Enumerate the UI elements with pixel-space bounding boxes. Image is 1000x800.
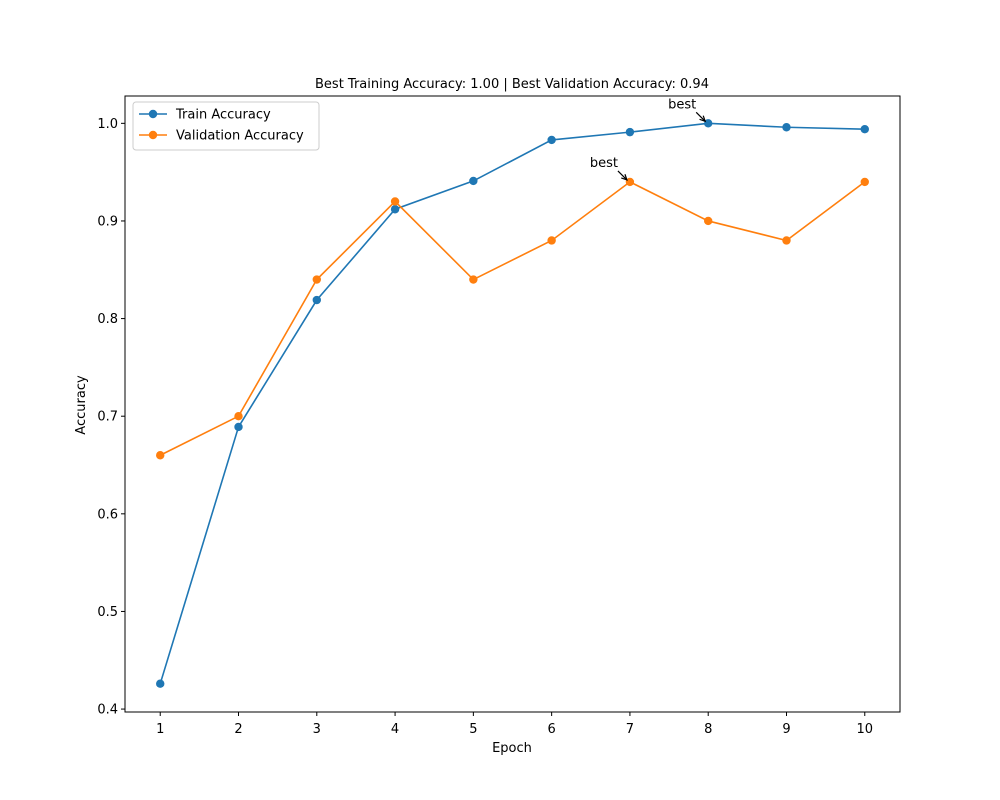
annotation-arrowhead bbox=[699, 115, 707, 123]
data-point bbox=[860, 177, 869, 187]
x-tick-label: 5 bbox=[469, 722, 477, 737]
y-axis-ticks: 0.4 0.5 0.6 0.7 0.8 0.9 1.0 bbox=[97, 117, 125, 718]
y-axis-label: Accuracy bbox=[74, 375, 89, 435]
x-tick-label: 4 bbox=[391, 722, 399, 737]
data-point bbox=[156, 679, 165, 688]
legend: Train Accuracy Validation Accuracy bbox=[132, 101, 320, 151]
x-tick-label: 6 bbox=[548, 722, 556, 737]
plot-frame bbox=[124, 95, 901, 713]
legend-swatch-marker bbox=[148, 130, 158, 140]
x-tick-label: 3 bbox=[313, 722, 321, 737]
data-point bbox=[234, 422, 243, 432]
x-axis-label: Epoch bbox=[492, 741, 532, 756]
data-point bbox=[547, 135, 556, 145]
y-tick-label: 0.8 bbox=[97, 312, 118, 327]
y-tick-label: 0.9 bbox=[97, 214, 118, 229]
series-line bbox=[159, 180, 866, 456]
data-point bbox=[234, 412, 243, 421]
data-point bbox=[704, 216, 713, 226]
data-point bbox=[782, 123, 791, 132]
series-1 bbox=[156, 177, 869, 460]
annotation-label: best bbox=[668, 97, 696, 112]
annotation-arrow bbox=[617, 170, 628, 181]
annotation-layer: best best bbox=[590, 97, 707, 181]
legend-box bbox=[132, 101, 320, 151]
y-tick-label: 0.4 bbox=[97, 703, 118, 718]
y-tick-label: 1.0 bbox=[97, 117, 118, 132]
data-point bbox=[704, 119, 713, 128]
data-point bbox=[390, 197, 400, 206]
data-point bbox=[782, 236, 791, 245]
y-tick-label: 0.5 bbox=[97, 605, 118, 620]
series-layer bbox=[156, 119, 869, 688]
data-point bbox=[547, 236, 556, 245]
data-point bbox=[390, 205, 400, 214]
data-point bbox=[312, 275, 321, 284]
data-point bbox=[860, 124, 869, 134]
data-point bbox=[625, 177, 635, 187]
legend-swatch-marker bbox=[148, 109, 158, 119]
legend-label: Train Accuracy bbox=[175, 108, 271, 123]
annotation-arrow bbox=[695, 111, 706, 122]
annotation-arrowhead bbox=[621, 174, 628, 181]
x-tick-label: 7 bbox=[626, 722, 634, 737]
legend-label: Validation Accuracy bbox=[176, 129, 304, 144]
x-tick-label: 2 bbox=[234, 722, 242, 737]
x-tick-label: 10 bbox=[856, 722, 873, 737]
data-point bbox=[312, 295, 321, 305]
y-tick-label: 0.7 bbox=[97, 410, 118, 425]
plot-area bbox=[124, 95, 901, 713]
series-line bbox=[159, 122, 865, 684]
series-0 bbox=[156, 119, 869, 688]
y-tick-label: 0.6 bbox=[97, 507, 118, 522]
chart-title: Best Training Accuracy: 1.00 | Best Vali… bbox=[315, 77, 709, 92]
data-point bbox=[625, 127, 635, 137]
x-tick-label: 8 bbox=[704, 722, 712, 737]
data-point bbox=[469, 176, 478, 186]
data-point bbox=[469, 275, 478, 284]
x-tick-label: 9 bbox=[782, 722, 790, 737]
x-axis-ticks: 1 2 3 4 5 6 7 8 9 10 bbox=[156, 712, 873, 737]
annotation-label: best bbox=[590, 156, 618, 171]
data-point bbox=[156, 451, 165, 460]
x-tick-label: 1 bbox=[156, 722, 164, 737]
